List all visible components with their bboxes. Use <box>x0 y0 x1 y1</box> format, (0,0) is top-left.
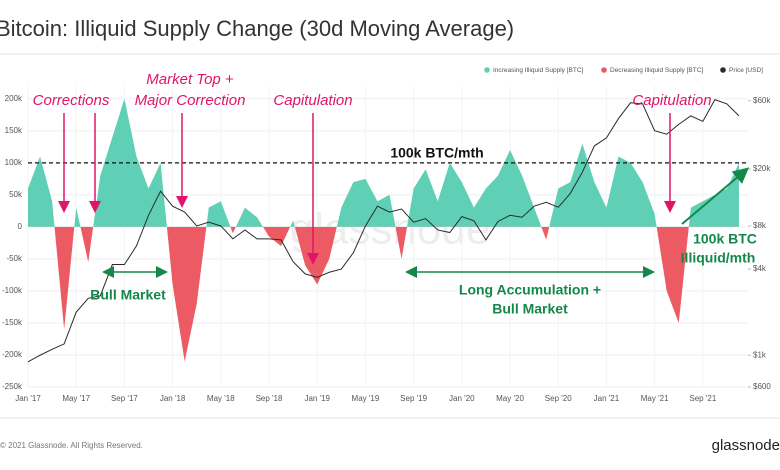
annotation: Bull Market <box>90 287 166 303</box>
x-tick-label: May '17 <box>62 394 90 403</box>
annotation: Major Correction <box>135 92 246 109</box>
annotation: Bull Market <box>492 301 568 317</box>
legend-swatch <box>601 67 607 73</box>
x-tick-label: Sep '20 <box>545 394 572 403</box>
x-tick-label: Jan '21 <box>594 394 620 403</box>
x-tick-label: Jan '20 <box>449 394 475 403</box>
legend-label: Price [USD] <box>729 67 763 74</box>
chart-title: Bitcoin: Illiquid Supply Change (30d Mov… <box>0 16 514 41</box>
y-tick-label: -50k <box>6 254 23 263</box>
x-tick-label: Sep '19 <box>400 394 427 403</box>
annotation: Market Top + <box>146 71 234 88</box>
y2-tick-label: $4k <box>753 264 767 273</box>
legend-swatch <box>484 67 490 73</box>
annotation: Capitulation <box>632 92 711 109</box>
y2-tick-label: $60k <box>753 96 771 105</box>
x-tick-label: Sep '17 <box>111 394 138 403</box>
x-tick-label: May '20 <box>496 394 524 403</box>
legend-label: Increasing Illiquid Supply [BTC] <box>493 67 584 74</box>
y-tick-label: 50k <box>9 190 23 199</box>
price-line <box>27 99 740 363</box>
annotation: Corrections <box>33 92 110 109</box>
y2-tick-label: $20k <box>753 164 771 173</box>
y-tick-label: 200k <box>5 94 23 103</box>
reference-label: 100k BTC/mth <box>390 145 483 161</box>
legend-swatch <box>720 67 726 73</box>
annotation: Illiquid/mth <box>681 250 756 266</box>
y2-tick-label: $8k <box>753 221 767 230</box>
y-tick-label: 100k <box>5 158 23 167</box>
x-tick-label: Sep '18 <box>256 394 283 403</box>
y-tick-label: -150k <box>2 318 23 327</box>
x-tick-label: May '19 <box>352 394 380 403</box>
x-tick-label: Jan '17 <box>15 394 41 403</box>
y-tick-label: 150k <box>5 126 23 135</box>
x-tick-label: Jan '19 <box>304 394 330 403</box>
brand: glassnode <box>712 437 780 454</box>
x-tick-label: Sep '21 <box>689 394 716 403</box>
legend-label: Decreasing Illiquid Supply [BTC] <box>610 67 703 74</box>
annotation: 100k BTC <box>693 231 757 247</box>
y-tick-label: 0 <box>18 222 23 231</box>
y-tick-label: -250k <box>2 382 23 391</box>
x-tick-label: May '21 <box>641 394 669 403</box>
copyright: © 2021 Glassnode. All Rights Reserved. <box>0 441 143 450</box>
annotation-arrow <box>681 167 750 225</box>
y2-tick-label: $1k <box>753 350 767 359</box>
area-negative <box>28 226 739 362</box>
x-tick-label: Jan '18 <box>160 394 186 403</box>
y-tick-label: -100k <box>2 286 23 295</box>
annotation: Capitulation <box>273 92 352 109</box>
annotation: Long Accumulation + <box>459 282 601 298</box>
y2-tick-label: $600 <box>753 382 771 391</box>
area-positive <box>28 98 739 227</box>
y-tick-label: -200k <box>2 350 23 359</box>
plot: -250k -200k -150k -100k -50k 0 50k 100k 150k 200k… <box>2 67 771 403</box>
x-tick-label: May '18 <box>207 394 235 403</box>
